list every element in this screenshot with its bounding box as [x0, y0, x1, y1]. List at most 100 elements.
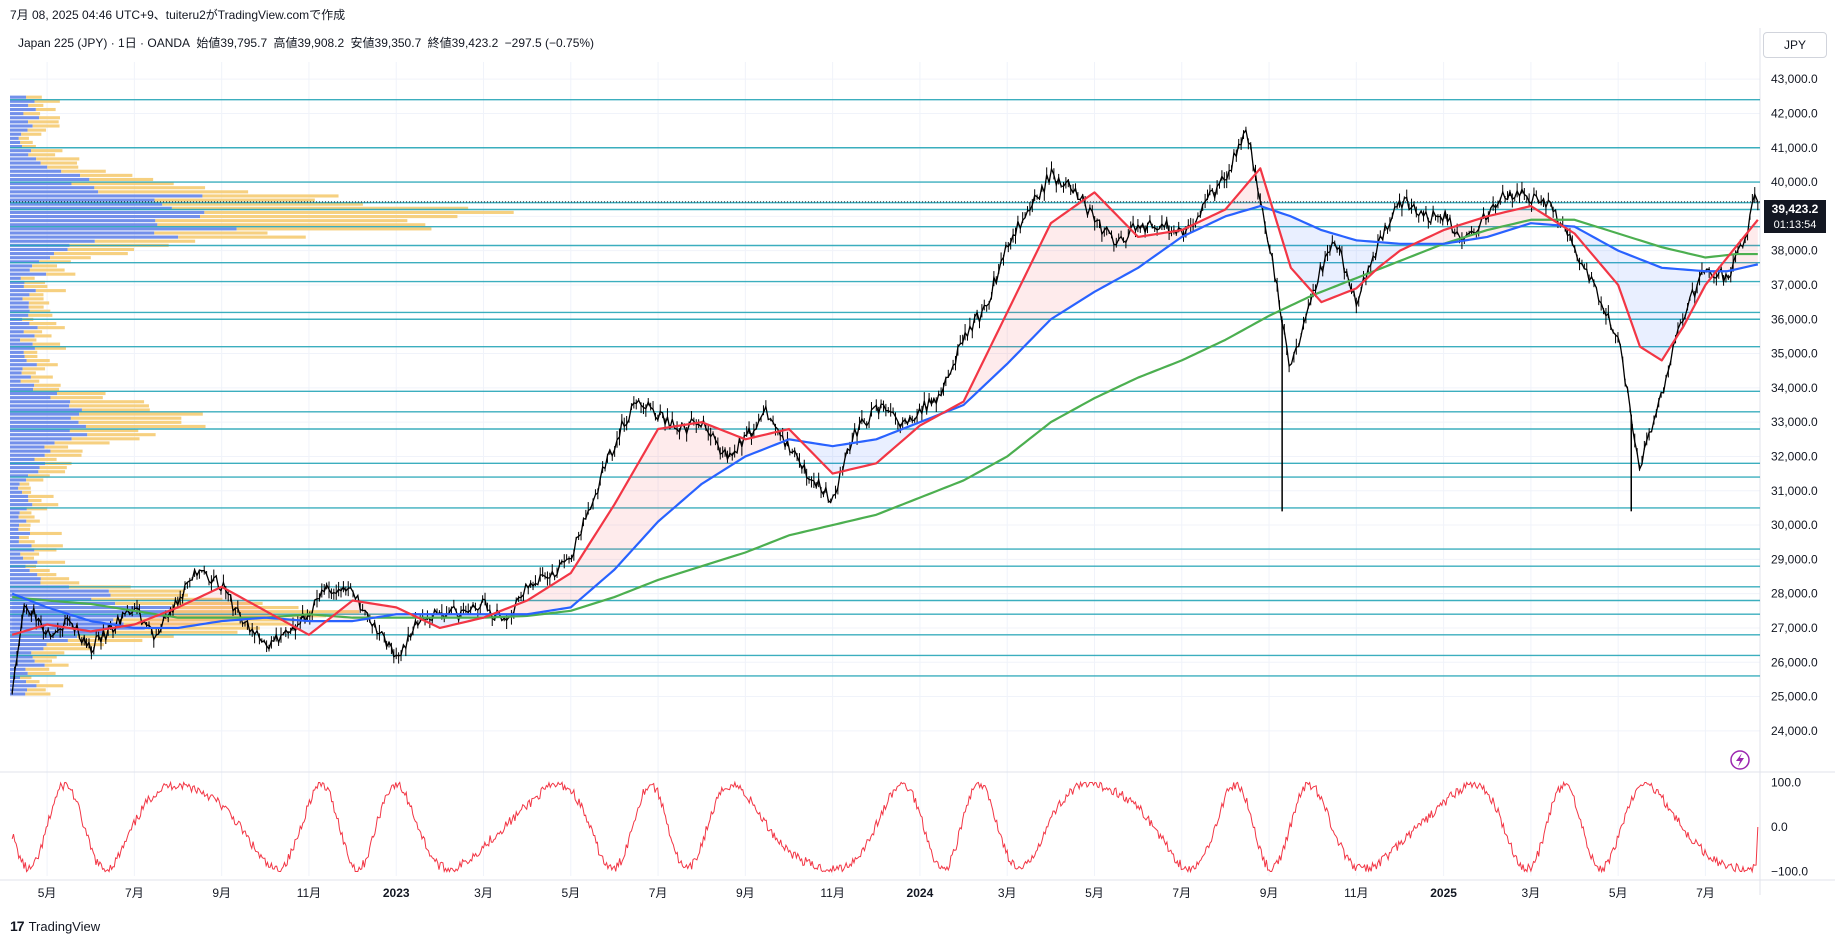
vp-bar-down [200, 214, 458, 219]
vp-bar-down [29, 568, 50, 573]
vp-bar-up [10, 396, 51, 400]
vp-bar-down [35, 107, 56, 112]
vp-bar-up [10, 297, 23, 301]
vp-bar-up [10, 379, 21, 383]
vp-bar-up [10, 453, 45, 457]
y-tick-label: 33,000.0 [1771, 415, 1818, 429]
series-layer [11, 126, 1759, 695]
y-tick-label: 30,000.0 [1771, 518, 1818, 532]
x-tick-label: 9月 [212, 886, 231, 900]
vp-bar-down [28, 305, 44, 309]
time-axis[interactable]: 5月 7月 9月 11月 2023 3月 5月 7月 9月 11月 2024 3月 5月 7月 9月 11月 2… [38, 886, 1715, 900]
ma-fill-segment [939, 168, 1272, 415]
vp-bar-up [10, 692, 26, 696]
vp-bar-up [10, 338, 21, 342]
vp-bar-up [10, 120, 29, 124]
vp-bar-up [10, 457, 35, 461]
x-tick-label: 9月 [1260, 886, 1279, 900]
vp-bar-up [10, 412, 80, 416]
vp-bar-up [10, 568, 30, 573]
currency-button[interactable]: JPY [1763, 32, 1827, 58]
vp-bar-down [91, 597, 223, 601]
vp-bar-up [10, 354, 25, 359]
vp-bar-down [50, 449, 83, 453]
vp-bar-up [10, 478, 27, 482]
vp-bar-down [44, 663, 69, 667]
vp-bar-up [10, 466, 40, 470]
vp-bar-down [94, 186, 206, 190]
vp-bar-up [10, 182, 72, 186]
vp-bar-down [67, 638, 143, 643]
vp-bar-up [10, 198, 155, 202]
last-price-value: 39,423.2 [1772, 202, 1819, 216]
vp-bar-down [26, 478, 44, 482]
y-tick-label: 38,000.0 [1771, 244, 1818, 258]
vp-bar-up [10, 671, 28, 675]
countdown-value: 01:13:54 [1774, 219, 1817, 231]
vp-bar-down [113, 618, 296, 622]
vp-bar-down [98, 190, 249, 194]
vp-bar-up [10, 132, 22, 136]
vp-bar-down [23, 284, 48, 289]
vp-bar-down [77, 634, 174, 638]
legend-symbol[interactable]: Japan 225 (JPY) · 1日 · OANDA [18, 36, 191, 50]
vp-bar-up [10, 610, 171, 614]
vp-bar-down [18, 540, 35, 544]
vp-bar-up [10, 622, 124, 626]
vp-bar-up [10, 326, 38, 330]
vp-bar-down [23, 112, 41, 116]
vp-bar-down [37, 560, 66, 564]
vp-bar-down [22, 297, 44, 301]
vp-bar-down [21, 132, 42, 136]
vp-bar-down [28, 474, 50, 478]
vp-bar-up [10, 663, 45, 667]
vp-bar-up [10, 272, 47, 276]
vp-bar-down [43, 647, 92, 651]
vp-bar-down [34, 99, 60, 103]
lightning-icon[interactable] [1730, 750, 1750, 770]
vp-bar-up [10, 680, 27, 684]
vp-bar-up [10, 239, 95, 243]
vp-bar-up [10, 124, 33, 128]
vp-bar-down [26, 95, 42, 99]
x-tick-label: 2023 [383, 886, 410, 900]
vp-bar-down [32, 264, 58, 268]
vp-bar-down [22, 490, 32, 494]
chart-caption: 7月 08, 2025 04:46 UTC+9、tuiteru2がTrading… [10, 8, 346, 22]
vp-bar-up [10, 651, 32, 655]
vp-bar-up [10, 490, 23, 494]
x-tick-label: 3月 [1522, 886, 1541, 900]
vp-bar-down [71, 437, 140, 441]
vp-bar-up [10, 556, 24, 560]
legend-low: 安値39,350.7 [350, 36, 422, 50]
x-tick-label: 5月 [561, 886, 580, 900]
price-axis[interactable]: 24,000.0 25,000.0 26,000.0 27,000.0 28,000.0… [1771, 72, 1818, 738]
legend-high: 高値39,908.2 [273, 36, 345, 50]
vp-bar-up [10, 128, 28, 132]
vp-bar-down [29, 268, 65, 272]
vp-bar-down [162, 202, 363, 206]
vp-bar-up [10, 618, 114, 622]
x-tick-label: 3月 [998, 886, 1017, 900]
vp-bar-up [10, 408, 82, 412]
vp-bar-down [38, 470, 66, 474]
vp-bar-down [30, 375, 53, 379]
vp-bar-up [10, 523, 20, 527]
oscillator-line [11, 780, 1759, 874]
vp-bar-down [53, 252, 128, 256]
vp-bar-down [204, 210, 514, 214]
vp-bar-up [10, 153, 29, 157]
vp-bar-up [10, 309, 30, 313]
vp-bar-up [10, 177, 90, 182]
vp-bar-up [10, 268, 30, 272]
vp-bar-down [28, 103, 44, 107]
vp-bar-up [10, 470, 39, 474]
vp-bar-down [23, 330, 43, 334]
x-tick-label: 11月 [1344, 886, 1368, 900]
x-tick-label: 5月 [38, 886, 57, 900]
vp-bar-up [10, 593, 111, 597]
ma-long-line [12, 218, 1758, 619]
footer-brand[interactable]: 17 TradingView [10, 918, 100, 934]
vp-bar-up [10, 573, 38, 577]
